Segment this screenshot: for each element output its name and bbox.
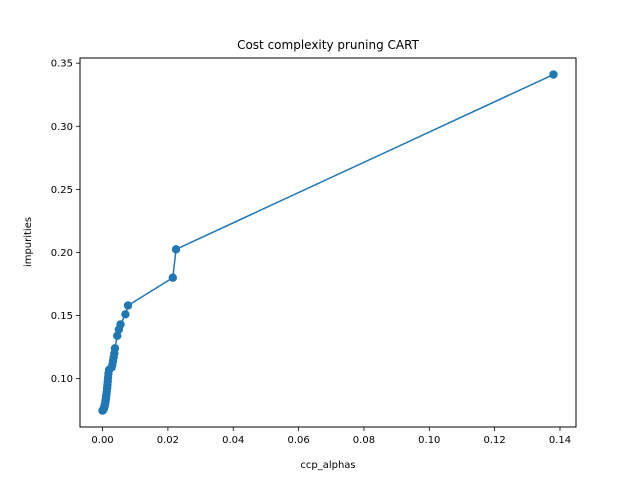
y-tick-label: 0.15 bbox=[51, 311, 73, 322]
x-axis-ticks: 0.00 0.02 0.04 0.06 0.08 0.10 0.12 0.14 bbox=[91, 427, 571, 446]
chart-title: Cost complexity pruning CART bbox=[237, 38, 419, 52]
y-tick-label: 0.25 bbox=[51, 185, 73, 196]
y-tick-label: 0.30 bbox=[51, 122, 73, 133]
x-tick-label: 0.00 bbox=[91, 435, 113, 446]
data-point bbox=[116, 320, 125, 329]
x-tick-label: 0.12 bbox=[484, 435, 506, 446]
plot-area-frame bbox=[79, 57, 577, 428]
data-point bbox=[123, 301, 133, 310]
y-tick-label: 0.10 bbox=[51, 374, 73, 385]
data-point bbox=[110, 344, 120, 353]
y-tick-label: 0.35 bbox=[51, 59, 73, 70]
x-tick-label: 0.08 bbox=[353, 435, 375, 446]
data-point bbox=[549, 70, 558, 79]
x-axis-label: ccp_alphas bbox=[300, 460, 355, 471]
y-tick-label: 0.20 bbox=[51, 248, 73, 259]
data-point bbox=[121, 310, 130, 319]
x-tick-label: 0.06 bbox=[287, 435, 309, 446]
series-layer bbox=[98, 70, 558, 415]
data-point bbox=[171, 245, 181, 254]
data-point bbox=[168, 273, 177, 282]
data-point bbox=[113, 331, 122, 340]
x-tick-label: 0.14 bbox=[549, 435, 571, 446]
x-tick-label: 0.04 bbox=[222, 435, 244, 446]
y-axis-ticks: 0.10 0.15 0.20 0.25 0.30 0.35 bbox=[51, 59, 80, 385]
x-tick-label: 0.02 bbox=[157, 435, 179, 446]
x-tick-label: 0.10 bbox=[418, 435, 440, 446]
y-axis-label: impurities bbox=[23, 217, 34, 267]
